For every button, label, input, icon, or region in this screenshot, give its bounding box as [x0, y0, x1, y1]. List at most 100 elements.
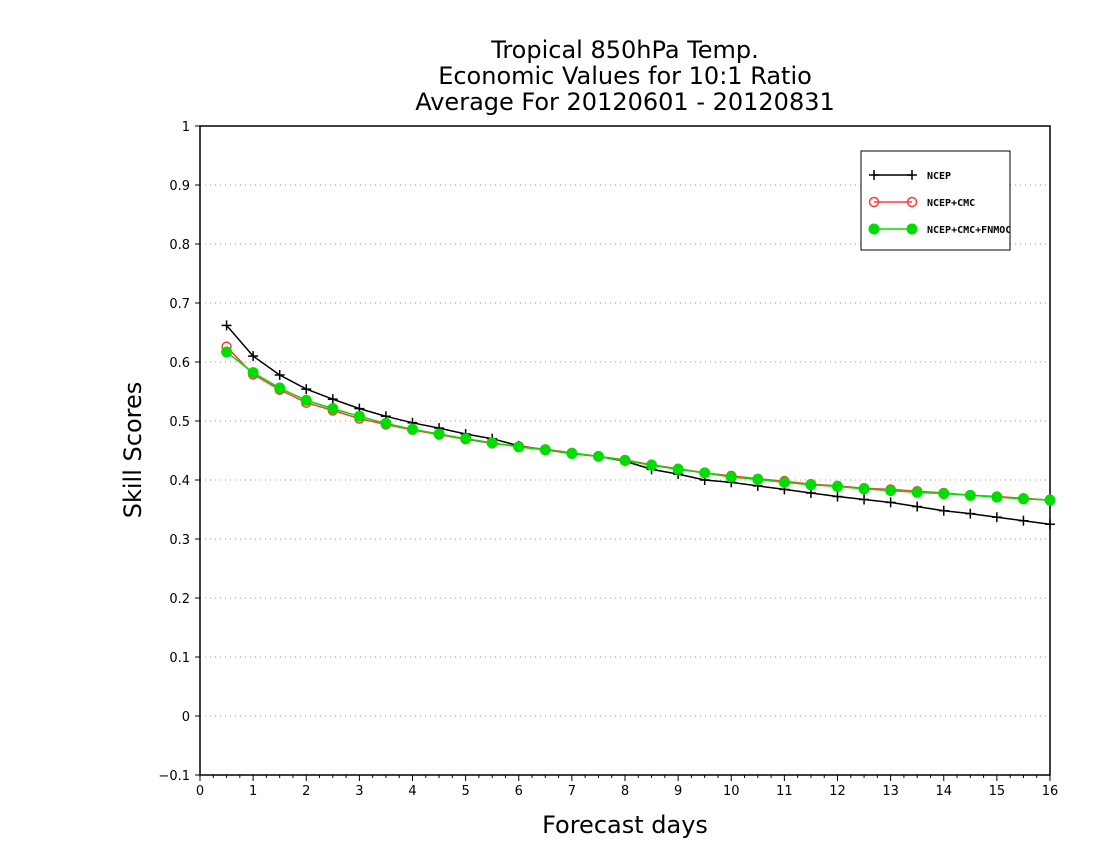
x-tick-label: 1	[249, 784, 257, 799]
y-tick-label: 0.6	[169, 356, 190, 371]
x-tick-label: 11	[776, 784, 793, 799]
data-point	[885, 485, 897, 497]
legend: NCEP NCEP+CMC NCEP+CMC+FNMOC	[860, 150, 1011, 251]
x-tick-label: 5	[461, 784, 469, 799]
x-tick-label: 4	[408, 784, 416, 799]
axes: −0.100.10.20.30.40.50.60.70.80.910 1 2 3 4 5 6…	[158, 120, 1058, 799]
y-tick-label: −0.1	[158, 769, 190, 784]
data-point	[221, 346, 233, 358]
series-line	[226, 346, 1051, 501]
data-point	[1044, 494, 1056, 506]
legend-label: NCEP	[927, 171, 951, 182]
y-tick-label: 0.3	[169, 533, 190, 548]
data-point	[859, 494, 870, 505]
y-axis-label: Skill Scores	[119, 382, 147, 519]
y-tick-label: 0.8	[169, 238, 190, 253]
chart-title-line-1: Tropical 850hPa Temp.	[490, 36, 759, 64]
data-point	[301, 384, 312, 395]
data-point	[991, 512, 1002, 523]
data-point	[300, 394, 312, 406]
data-point	[1018, 515, 1029, 526]
data-point	[778, 476, 790, 488]
y-tick-label: 0.5	[169, 415, 190, 430]
x-tick-label: 14	[935, 784, 952, 799]
data-point	[486, 437, 498, 449]
data-point	[1045, 519, 1055, 530]
x-tick-label: 0	[196, 784, 204, 799]
data-point	[752, 473, 764, 485]
series-group	[221, 320, 1056, 530]
data-point	[964, 489, 976, 501]
data-point	[991, 491, 1003, 503]
x-tick-label: 6	[515, 784, 523, 799]
data-point	[353, 410, 365, 422]
y-tick-label: 0.1	[169, 651, 190, 666]
x-tick-label: 9	[674, 784, 682, 799]
y-tick-label: 0	[182, 710, 190, 725]
data-point	[619, 455, 631, 467]
data-point	[407, 423, 418, 435]
x-tick-label: 15	[989, 784, 1006, 799]
y-tick-label: 0.9	[169, 179, 190, 194]
data-point	[380, 417, 392, 429]
data-point	[1017, 493, 1029, 505]
x-tick-label: 2	[302, 784, 310, 799]
chart-title-line-2: Economic Values for 10:1 Ratio	[438, 62, 812, 90]
data-point	[832, 491, 843, 502]
data-point	[274, 369, 285, 380]
data-point	[858, 483, 870, 495]
data-point	[938, 505, 949, 516]
data-point	[433, 428, 445, 440]
legend-entry: NCEP	[869, 170, 951, 182]
data-point	[539, 444, 551, 456]
legend-marker	[906, 196, 918, 208]
legend-marker	[868, 196, 880, 208]
data-point	[912, 501, 923, 512]
grid	[200, 184, 1050, 717]
legend-label: NCEP+CMC	[927, 198, 975, 209]
legend-label: NCEP+CMC+FNMOC	[927, 225, 1011, 236]
legend-box	[860, 150, 1011, 251]
y-tick-label: 0.2	[169, 592, 190, 607]
data-point	[327, 403, 339, 415]
y-tick-label: 1	[182, 120, 190, 135]
data-point	[672, 463, 684, 475]
x-tick-label: 13	[882, 784, 899, 799]
legend-marker	[907, 170, 917, 180]
series-2	[221, 346, 1056, 506]
x-tick-label: 12	[829, 784, 846, 799]
data-point	[885, 497, 896, 508]
legend-entry: NCEP+CMC	[868, 196, 975, 209]
data-point	[566, 447, 578, 459]
y-tick-label: 0.7	[169, 297, 190, 312]
x-tick-label: 8	[621, 784, 629, 799]
legend-entry: NCEP+CMC+FNMOC	[868, 223, 1011, 236]
x-tick-label: 16	[1042, 784, 1059, 799]
data-point	[805, 479, 817, 491]
data-point	[938, 488, 950, 500]
data-point	[725, 471, 737, 483]
data-point	[221, 320, 232, 331]
data-point	[460, 433, 472, 445]
data-point	[699, 467, 711, 479]
data-point	[327, 394, 338, 405]
y-tick-label: 0.4	[169, 474, 190, 489]
series-line	[226, 324, 1051, 526]
legend-marker	[868, 223, 880, 235]
series-1	[221, 341, 1056, 506]
chart-title-line-3: Average For 20120601 - 20120831	[415, 88, 835, 116]
data-point	[274, 382, 286, 394]
legend-marker	[869, 170, 879, 180]
data-point	[832, 480, 843, 492]
series-0	[221, 320, 1055, 530]
data-point	[911, 486, 923, 498]
x-tick-label: 10	[723, 784, 740, 799]
x-tick-label: 7	[568, 784, 576, 799]
legend-marker	[906, 223, 918, 235]
data-point	[248, 351, 259, 362]
data-point	[592, 450, 604, 462]
data-point	[247, 367, 259, 379]
x-tick-label: 3	[355, 784, 363, 799]
data-point	[513, 441, 525, 453]
